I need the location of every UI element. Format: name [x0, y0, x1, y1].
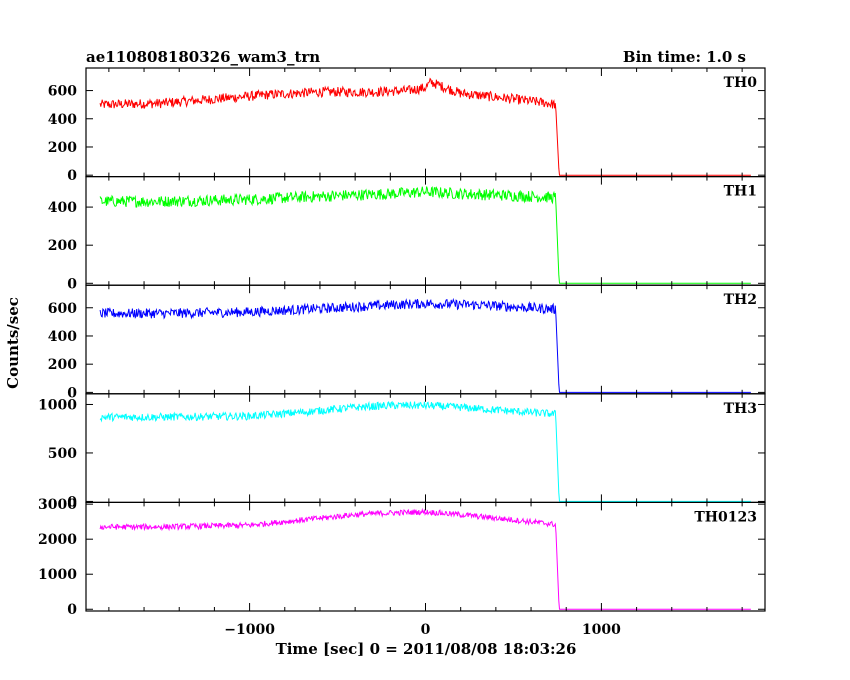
y-tick-label: 500	[48, 446, 77, 462]
y-tick-label: 200	[48, 357, 77, 373]
series-line-th1	[99, 186, 751, 284]
y-tick-label: 2000	[38, 532, 77, 548]
y-tick-label: 1000	[38, 567, 77, 583]
y-tick-label: 0	[67, 494, 77, 510]
x-tick-label: 0	[421, 622, 431, 638]
x-axis-label: Time [sec] 0 = 2011/08/08 18:03:26	[276, 640, 577, 658]
series-line-th0123	[99, 507, 751, 610]
series-line-th2	[99, 297, 751, 393]
panel-name: TH2	[724, 292, 757, 308]
y-tick-label: 0	[67, 385, 77, 401]
y-tick-label: 200	[48, 140, 77, 156]
y-tick-label: 400	[48, 200, 77, 216]
y-tick-label: 600	[48, 301, 77, 317]
series-line-th0	[99, 77, 751, 176]
y-tick-label: 400	[48, 329, 77, 345]
chart-title: ae110808180326_wam3_trn	[86, 48, 320, 66]
panel-name: TH3	[724, 401, 757, 417]
panels-group: 0 200 400 600 TH0 0 200 400 TH1 0 200 400 600 TH2 0 500…	[38, 67, 766, 618]
y-tick-label: 200	[48, 238, 77, 254]
panel-name: TH0123	[694, 509, 757, 525]
y-axis-label: Counts/sec	[4, 297, 22, 389]
x-axis-ticks: −1000 0 1000	[224, 622, 621, 638]
panel-th3: 0 500 1000 TH3	[38, 393, 766, 510]
y-tick-label: 0	[67, 602, 77, 618]
panel-name: TH0	[724, 75, 758, 91]
y-tick-label: 0	[67, 168, 77, 184]
y-tick-label: 0	[67, 276, 77, 292]
series-line-th3	[99, 400, 751, 502]
x-tick-label: −1000	[224, 622, 275, 638]
bin-time-label: Bin time: 1.0 s	[623, 48, 746, 66]
x-tick-label: 1000	[582, 622, 621, 638]
panel-th0123: 0 1000 2000 3000 TH0123	[38, 497, 766, 618]
y-tick-label: 1000	[38, 397, 77, 413]
y-tick-label: 3000	[38, 497, 77, 513]
y-tick-label: 400	[48, 112, 77, 128]
panel-name: TH1	[724, 184, 757, 200]
y-tick-label: 600	[48, 84, 77, 100]
